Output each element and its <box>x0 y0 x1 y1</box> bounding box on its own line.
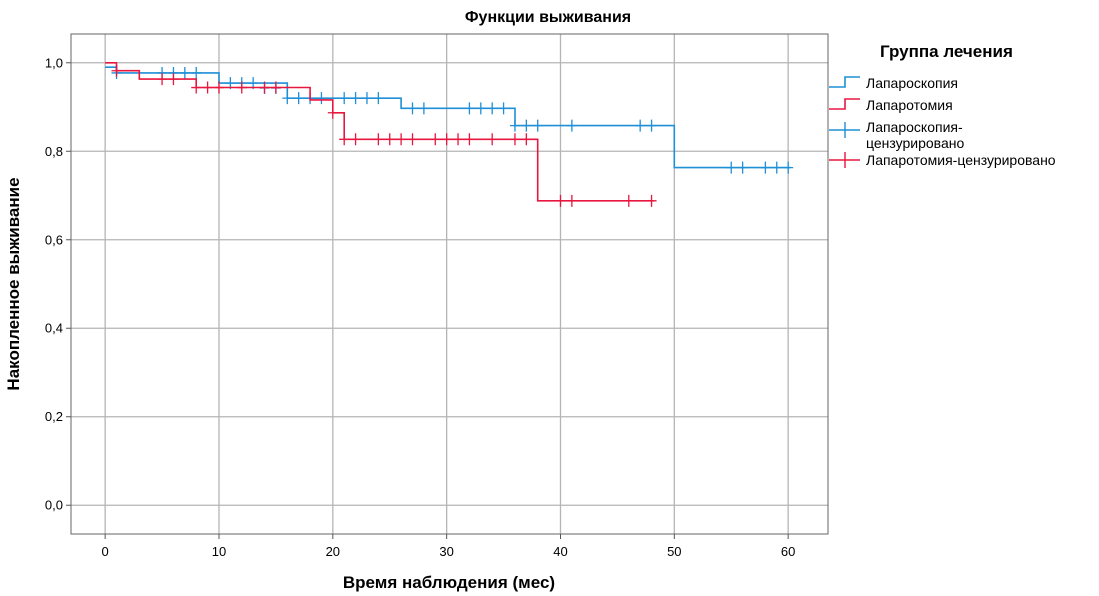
y-tick-label: 0,2 <box>45 409 63 424</box>
censor-mark-series-2 <box>453 133 464 146</box>
censor-mark-series-2 <box>327 106 338 119</box>
censor-mark-series-1 <box>509 119 520 132</box>
legend: Группа лечения ЛапароскопияЛапаротомияЛа… <box>829 42 1056 168</box>
survival-curve-series-2 <box>105 62 654 202</box>
censor-mark-series-1 <box>783 161 794 174</box>
censor-mark-series-1 <box>418 102 429 115</box>
axis-ticks: 0 10 20 30 40 50 60 0,0 0,2 0,4 0,6 0,8 1,0 <box>45 55 795 559</box>
chart-title: Функции выживания <box>465 9 631 26</box>
censor-mark-series-2 <box>464 133 475 146</box>
censor-mark-series-1 <box>179 66 190 79</box>
grid <box>71 34 828 534</box>
censor-mark-series-2 <box>407 133 418 146</box>
censor-mark-series-1 <box>339 92 350 105</box>
censor-mark-series-1 <box>373 92 384 105</box>
censor-mark-series-1 <box>635 119 646 132</box>
censor-mark-series-1 <box>737 161 748 174</box>
x-tick-label: 50 <box>667 544 681 559</box>
censor-mark-series-2 <box>213 81 224 94</box>
censor-mark-series-1 <box>361 92 372 105</box>
legend-label: Лапаротомия <box>866 97 953 113</box>
censor-mark-series-1 <box>293 92 304 105</box>
series-group <box>105 62 794 207</box>
censor-mark-series-1 <box>350 92 361 105</box>
censor-mark-series-2 <box>373 133 384 146</box>
x-tick-label: 0 <box>102 544 109 559</box>
censor-mark-series-2 <box>430 133 441 146</box>
censor-mark-series-2 <box>259 81 270 94</box>
censor-mark-series-2 <box>236 81 247 94</box>
censor-mark-series-1 <box>407 102 418 115</box>
censor-mark-series-2 <box>168 73 179 86</box>
legend-cross-swatch <box>829 152 860 168</box>
censor-mark-series-2 <box>157 73 168 86</box>
plot-frame <box>70 33 829 535</box>
censor-mark-series-2 <box>521 133 532 146</box>
legend-title: Группа лечения <box>880 42 1013 61</box>
censor-mark-series-1 <box>566 119 577 132</box>
censor-mark-series-2 <box>566 194 577 207</box>
x-tick-label: 10 <box>212 544 226 559</box>
censor-mark-series-2 <box>509 133 520 146</box>
censor-mark-series-1 <box>464 102 475 115</box>
y-tick-label: 0,4 <box>45 321 63 336</box>
censor-mark-series-2 <box>350 133 361 146</box>
censor-mark-series-1 <box>726 161 737 174</box>
x-tick-label: 60 <box>781 544 795 559</box>
legend-step-swatch <box>829 98 860 110</box>
x-tick-label: 30 <box>439 544 453 559</box>
x-tick-label: 20 <box>326 544 340 559</box>
legend-label: Лапароскопия-цензурировано <box>866 119 964 151</box>
censor-mark-series-2 <box>202 81 213 94</box>
legend-label: Лапаротомия-цензурировано <box>866 152 1056 168</box>
y-tick-label: 0,8 <box>45 144 63 159</box>
legend-entries: Лапароскопия Лапаротомия Лапароскопия-ценз… <box>829 75 1056 168</box>
censor-mark-series-2 <box>384 133 395 146</box>
y-tick-label: 0,0 <box>45 498 63 513</box>
censor-mark-series-1 <box>760 161 771 174</box>
y-axis-title: Накопленное выживание <box>4 177 23 390</box>
censor-mark-series-2 <box>191 81 202 94</box>
censor-mark-series-2 <box>396 133 407 146</box>
censor-mark-series-1 <box>191 66 202 79</box>
censor-mark-series-2 <box>270 81 281 94</box>
censor-mark-series-2 <box>555 194 566 207</box>
censor-mark-series-1 <box>498 102 509 115</box>
y-tick-label: 1,0 <box>45 55 63 70</box>
censor-mark-series-1 <box>646 119 657 132</box>
censor-mark-series-2 <box>339 133 350 146</box>
y-tick-label: 0,6 <box>45 232 63 247</box>
censor-mark-series-1 <box>532 119 543 132</box>
censor-mark-series-1 <box>282 92 293 105</box>
legend-cross-swatch <box>829 122 860 138</box>
censor-mark-series-1 <box>487 102 498 115</box>
censor-mark-series-1 <box>771 161 782 174</box>
censor-mark-series-1 <box>475 102 486 115</box>
x-axis-title: Время наблюдения (мес) <box>343 573 555 592</box>
censor-mark-series-2 <box>441 133 452 146</box>
x-tick-label: 40 <box>553 544 567 559</box>
legend-step-swatch <box>829 76 860 88</box>
censor-mark-series-1 <box>316 92 327 105</box>
censor-mark-series-2 <box>111 64 122 77</box>
censor-mark-series-2 <box>487 133 498 146</box>
legend-label: Лапароскопия <box>866 75 958 91</box>
censor-mark-series-1 <box>521 119 532 132</box>
censor-mark-series-2 <box>646 194 657 207</box>
censor-mark-series-2 <box>623 194 634 207</box>
